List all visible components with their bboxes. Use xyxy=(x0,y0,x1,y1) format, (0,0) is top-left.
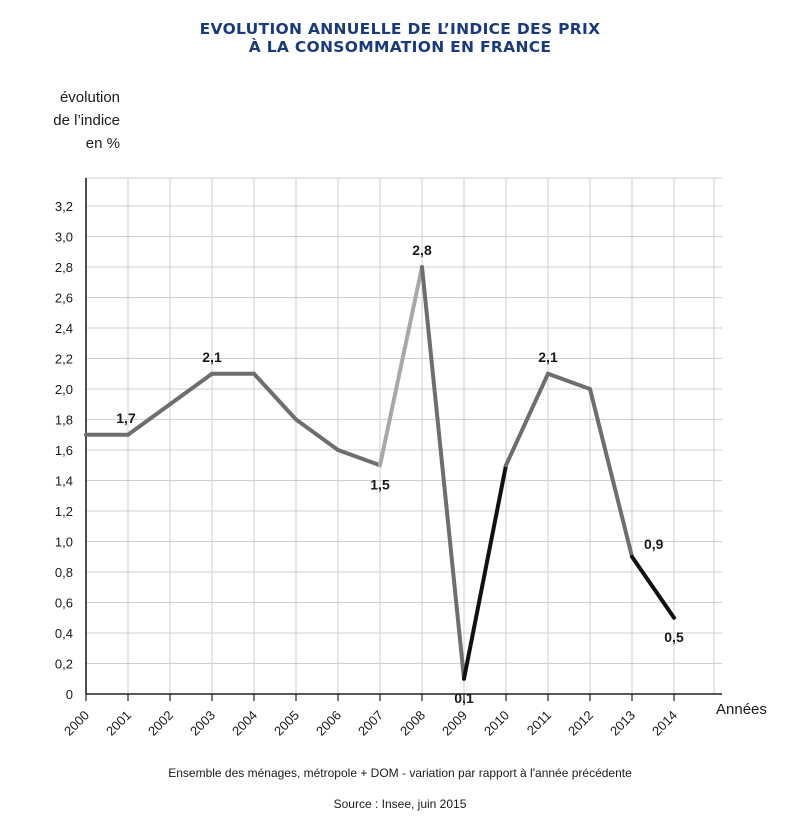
x-tick-labels: 2000 2001 2002 2003 2004 2005 2006 2007 2008 2009… xyxy=(61,708,680,739)
series-segment xyxy=(336,448,382,468)
x-tick-label: 2007 xyxy=(355,708,386,739)
x-axis-label: Années xyxy=(716,701,767,718)
data-point xyxy=(126,433,130,437)
y-tick-label: 0,4 xyxy=(55,626,73,641)
y-tick-label: 2,8 xyxy=(55,260,73,275)
y-tick-label: 0,2 xyxy=(55,657,73,672)
x-tick-label: 2006 xyxy=(313,708,344,739)
chart-title-line-2: À LA CONSOMMATION EN FRANCE xyxy=(248,38,552,56)
y-axis-label: évolution de l’indice en % xyxy=(20,86,120,155)
data-point xyxy=(588,387,592,391)
y-tick-label: 2,4 xyxy=(55,321,73,336)
y-tick-label: 2,6 xyxy=(55,291,73,306)
y-tick-label: 2,2 xyxy=(55,352,73,367)
series-segment xyxy=(546,371,592,391)
y-tick-label: 1,4 xyxy=(55,474,73,489)
data-point xyxy=(252,372,256,376)
y-tick-label: 3,0 xyxy=(55,230,73,245)
y-tick-label: 3,2 xyxy=(55,199,73,214)
grid xyxy=(86,177,722,694)
series-segment xyxy=(126,402,172,437)
x-tick-label: 2010 xyxy=(481,708,512,739)
y-tick-labels: 0 0,2 0,4 0,6 0,8 1,0 1,2 1,4 1,6 1,8 2,0 2,2 2,4 2,6… xyxy=(55,199,73,702)
data-labels: 1,7 2,1 1,5 2,8 0,1 2,1 0,9 0,5 xyxy=(116,242,684,706)
x-tick-label: 2005 xyxy=(271,708,302,739)
y-tick-label: 1,0 xyxy=(55,535,73,550)
x-tick-label: 2000 xyxy=(61,708,92,739)
series-segment xyxy=(630,554,676,620)
data-point xyxy=(546,372,550,376)
y-tick-label: 0,6 xyxy=(55,596,73,611)
data-label: 0,5 xyxy=(664,629,684,645)
x-tick-label: 2014 xyxy=(649,708,680,739)
x-tick-label: 2004 xyxy=(229,708,260,739)
data-point xyxy=(210,372,214,376)
data-label: 2,1 xyxy=(538,349,558,365)
data-label: 2,1 xyxy=(202,349,222,365)
data-point xyxy=(420,265,424,269)
chart-title-line-1: EVOLUTION ANNUELLE DE L’INDICE DES PRIX xyxy=(199,20,601,38)
y-tick-label: 0 xyxy=(66,687,73,702)
data-point xyxy=(294,418,298,422)
y-tick-label: 1,6 xyxy=(55,443,73,458)
data-point xyxy=(630,555,634,559)
series-segment xyxy=(462,463,508,681)
series-segment xyxy=(420,265,466,681)
data-point xyxy=(168,402,172,406)
x-tick-label: 2011 xyxy=(524,708,554,738)
y-tick-label: 1,8 xyxy=(55,413,73,428)
y-axis-label-line: évolution xyxy=(59,89,120,106)
series-segment xyxy=(588,387,634,559)
x-tick-label: 2003 xyxy=(187,708,218,739)
y-axis-label-line: en % xyxy=(85,135,120,152)
axes xyxy=(85,178,722,701)
data-label: 2,8 xyxy=(412,242,432,258)
series-segment xyxy=(378,265,424,468)
footnote: Ensemble des ménages, métropole + DOM - … xyxy=(168,766,632,780)
data-point xyxy=(84,433,88,437)
x-tick-label: 2009 xyxy=(439,708,470,739)
x-tick-label: 2013 xyxy=(607,708,638,739)
series-segment xyxy=(252,371,298,422)
data-point xyxy=(336,448,340,452)
series-segment xyxy=(294,417,340,452)
source-note: Source : Insee, juin 2015 xyxy=(333,797,467,811)
data-point xyxy=(378,463,382,467)
data-label: 1,5 xyxy=(370,476,390,492)
series-segment xyxy=(504,371,550,468)
data-point xyxy=(462,677,466,681)
data-label: 1,7 xyxy=(116,410,136,426)
series-segment xyxy=(168,371,214,407)
x-tick-label: 2008 xyxy=(397,708,428,739)
data-point xyxy=(504,463,508,467)
y-tick-label: 2,0 xyxy=(55,382,73,397)
y-tick-label: 1,2 xyxy=(55,504,73,519)
x-tick-label: 2012 xyxy=(565,708,596,739)
data-label: 0,1 xyxy=(454,690,474,706)
data-point xyxy=(672,616,676,620)
x-tick-label: 2001 xyxy=(103,708,134,739)
data-label: 0,9 xyxy=(644,536,664,552)
x-tick-label: 2002 xyxy=(145,708,176,739)
y-tick-label: 0,8 xyxy=(55,565,73,580)
series-line xyxy=(84,265,676,681)
y-axis-label-line: de l’indice xyxy=(53,112,120,129)
